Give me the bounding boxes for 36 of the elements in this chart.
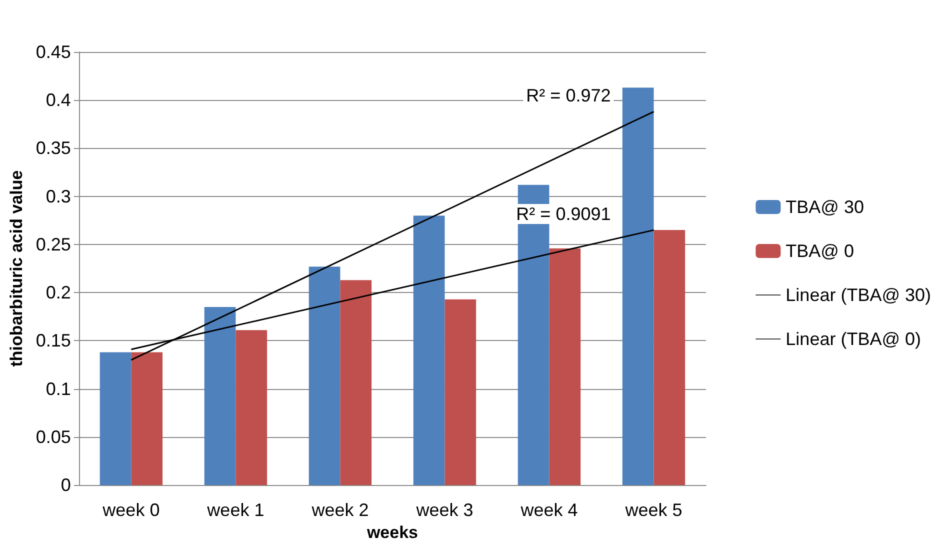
y-tick-label: 0.05 bbox=[36, 426, 71, 447]
y-tick-label: 0.45 bbox=[36, 42, 71, 62]
legend-label: Linear (TBA@ 0) bbox=[786, 329, 921, 349]
x-tick-label: week 3 bbox=[415, 500, 474, 520]
bar bbox=[518, 184, 550, 486]
legend-label: TBA@ 30 bbox=[786, 197, 864, 217]
bar bbox=[549, 248, 581, 486]
x-axis-title: weeks bbox=[366, 523, 418, 542]
x-tick-label: week 4 bbox=[520, 500, 578, 520]
y-tick-label: 0.2 bbox=[46, 282, 71, 303]
x-tick-label: week 5 bbox=[624, 500, 682, 520]
y-tick-label: 0.35 bbox=[36, 138, 71, 158]
y-tick-label: 0.3 bbox=[46, 186, 71, 206]
bar bbox=[204, 307, 236, 486]
bar bbox=[308, 266, 340, 486]
x-tick-label: week 0 bbox=[102, 500, 160, 520]
y-tick-label: 0.25 bbox=[36, 234, 71, 254]
annotation: R² = 0.9091 bbox=[516, 204, 611, 224]
bar bbox=[444, 299, 476, 486]
legend-label: Linear (TBA@ 30) bbox=[786, 285, 931, 305]
x-tick-label: week 2 bbox=[310, 500, 369, 520]
bar bbox=[236, 330, 268, 486]
y-tick-label: 0.4 bbox=[46, 90, 71, 110]
bar bbox=[654, 230, 686, 486]
bar bbox=[340, 280, 372, 486]
legend-label: TBA@ 0 bbox=[786, 241, 854, 261]
bar bbox=[100, 352, 132, 486]
bar bbox=[413, 216, 445, 486]
y-axis-title: thiobarbituric acid value bbox=[7, 170, 26, 367]
bar bbox=[622, 88, 654, 486]
x-tick-label: week 1 bbox=[206, 500, 264, 520]
y-tick-label: 0.1 bbox=[46, 378, 71, 399]
annotation: R² = 0.972 bbox=[526, 86, 611, 106]
y-tick-label: 0 bbox=[60, 475, 71, 496]
bar bbox=[131, 352, 163, 486]
y-tick-label: 0.15 bbox=[36, 330, 71, 351]
